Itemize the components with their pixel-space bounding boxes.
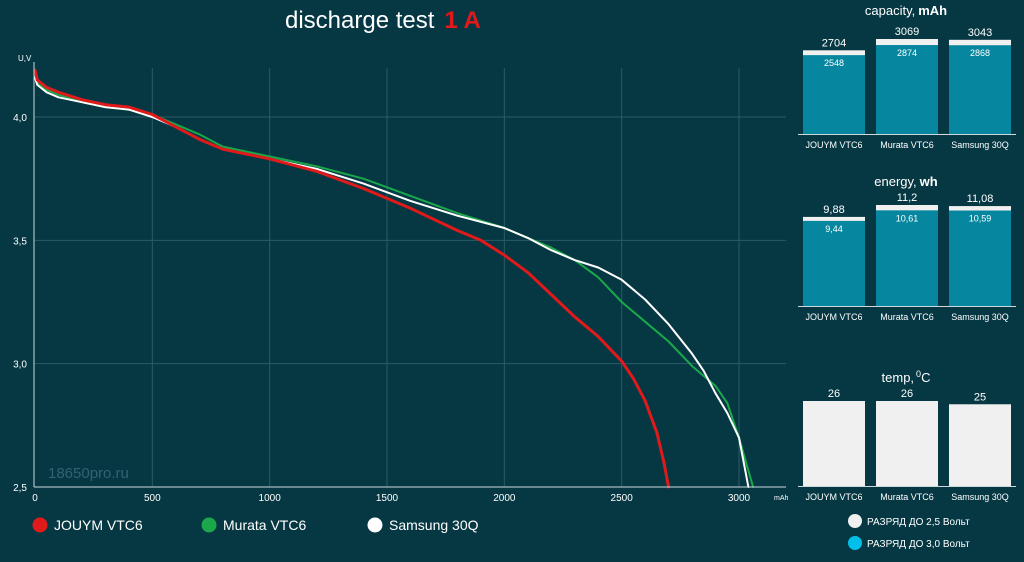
line-chart-grid (34, 68, 786, 487)
watermark: 18650pro.ru (48, 465, 129, 482)
bar-inner (949, 210, 1011, 306)
bar-outer-value: 25 (974, 391, 986, 403)
bar-category-label: Samsung 30Q (951, 492, 1009, 502)
legend-label-discharge-30: РАЗРЯД ДО 3,0 Вольт (867, 539, 970, 550)
discharge-line-chart: 18650pro.ru 0 500 1000 1500 2000 2500 3000 4,0 3… (13, 54, 788, 504)
bar-category-label: JOUYM VTC6 (805, 140, 862, 150)
legend-marker-murata (201, 517, 217, 533)
legend-marker-discharge-25 (848, 514, 862, 528)
x-axis-label: mAh (774, 495, 789, 502)
x-tick-label: 3000 (728, 493, 751, 504)
bar-outer-value: 26 (828, 388, 840, 400)
bar-outer (876, 401, 938, 486)
chart-title: discharge test 1 A (285, 7, 481, 34)
legend-label-murata: Murata VTC6 (223, 517, 306, 533)
energy-bar-chart: energy, wh 9,88 9,44 JOUYM VTC6 11,2 10,61 Mur… (798, 174, 1016, 322)
bar-inner-value: 9,44 (825, 224, 843, 234)
bar-inner (876, 45, 938, 135)
bar-category-label: JOUYM VTC6 (805, 312, 862, 322)
capacity-title: capacity, mAh (865, 3, 947, 18)
bar-chart-legend: РАЗРЯД ДО 2,5 Вольт РАЗРЯД ДО 3,0 Вольт (848, 514, 970, 550)
y-tick-label: 2,5 (13, 483, 27, 494)
y-axis-label: U,V (18, 54, 32, 63)
temp-title: temp, 0C (882, 369, 931, 385)
legend-marker-jouym (32, 517, 48, 533)
legend-label-jouym: JOUYM VTC6 (54, 517, 143, 533)
x-tick-label: 0 (32, 493, 38, 504)
series-line-jouym-vtc6 (33, 68, 671, 489)
x-tick-label: 1500 (376, 493, 399, 504)
bar-outer-value: 3043 (968, 27, 992, 39)
bar-inner (803, 220, 865, 306)
bar-outer-value: 26 (901, 388, 913, 400)
bar-category-label: Murata VTC6 (880, 492, 934, 502)
series-line-samsung-30q (34, 76, 750, 488)
bar-category-label: JOUYM VTC6 (805, 492, 862, 502)
series-line-murata-vtc6 (34, 74, 755, 488)
y-tick-label: 4,0 (13, 113, 27, 124)
line-chart-series (33, 68, 755, 489)
capacity-bar-chart: capacity, mAh 2704 2548 JOUYM VTC6 3069 2874 M… (798, 3, 1016, 150)
bar-category-label: Samsung 30Q (951, 140, 1009, 150)
bar-outer-value: 9,88 (823, 204, 844, 216)
bar-outer (949, 404, 1011, 486)
bar-inner (949, 45, 1011, 135)
line-chart-axes: 0 500 1000 1500 2000 2500 3000 4,0 3,5 3,0 2,5 (13, 62, 786, 504)
legend-marker-discharge-30 (848, 536, 862, 550)
bar-inner-value: 2548 (824, 58, 844, 68)
energy-title: energy, wh (874, 174, 938, 189)
x-tick-label: 2500 (611, 493, 634, 504)
chart-title-emphasis: 1 A (444, 7, 480, 34)
legend-label-discharge-25: РАЗРЯД ДО 2,5 Вольт (867, 517, 970, 528)
bar-inner-value: 10,59 (969, 214, 992, 224)
bar-inner-value: 2868 (970, 48, 990, 58)
line-chart-legend: JOUYM VTC6 Murata VTC6 Samsung 30Q (32, 517, 479, 533)
bar-outer (803, 401, 865, 486)
bar-outer-value: 3069 (895, 26, 919, 38)
legend-marker-samsung (367, 517, 383, 533)
bar-inner (803, 55, 865, 134)
bar-inner-value: 2874 (897, 48, 917, 58)
chart-title-prefix: discharge test (285, 7, 435, 34)
bar-category-label: Murata VTC6 (880, 312, 934, 322)
bar-category-label: Samsung 30Q (951, 312, 1009, 322)
x-tick-label: 2000 (493, 493, 516, 504)
bar-inner (876, 210, 938, 306)
bar-outer-value: 11,2 (897, 192, 918, 204)
bar-category-label: Murata VTC6 (880, 140, 934, 150)
y-tick-label: 3,5 (13, 236, 27, 247)
bar-outer-value: 2704 (822, 37, 846, 49)
bar-inner-value: 10,61 (896, 213, 919, 223)
temp-bar-chart: temp, 0C 26 JOUYM VTC6 26 Murata VTC6 25 Samsu… (798, 369, 1016, 502)
bar-outer-value: 11,08 (967, 193, 994, 205)
legend-label-samsung: Samsung 30Q (389, 517, 479, 533)
x-tick-label: 1000 (259, 493, 282, 504)
x-tick-label: 500 (144, 493, 161, 504)
y-tick-label: 3,0 (13, 360, 27, 371)
